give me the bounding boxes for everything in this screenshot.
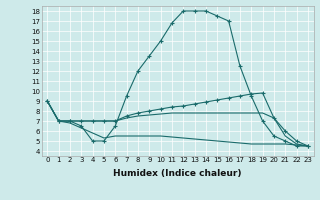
X-axis label: Humidex (Indice chaleur): Humidex (Indice chaleur) (113, 169, 242, 178)
